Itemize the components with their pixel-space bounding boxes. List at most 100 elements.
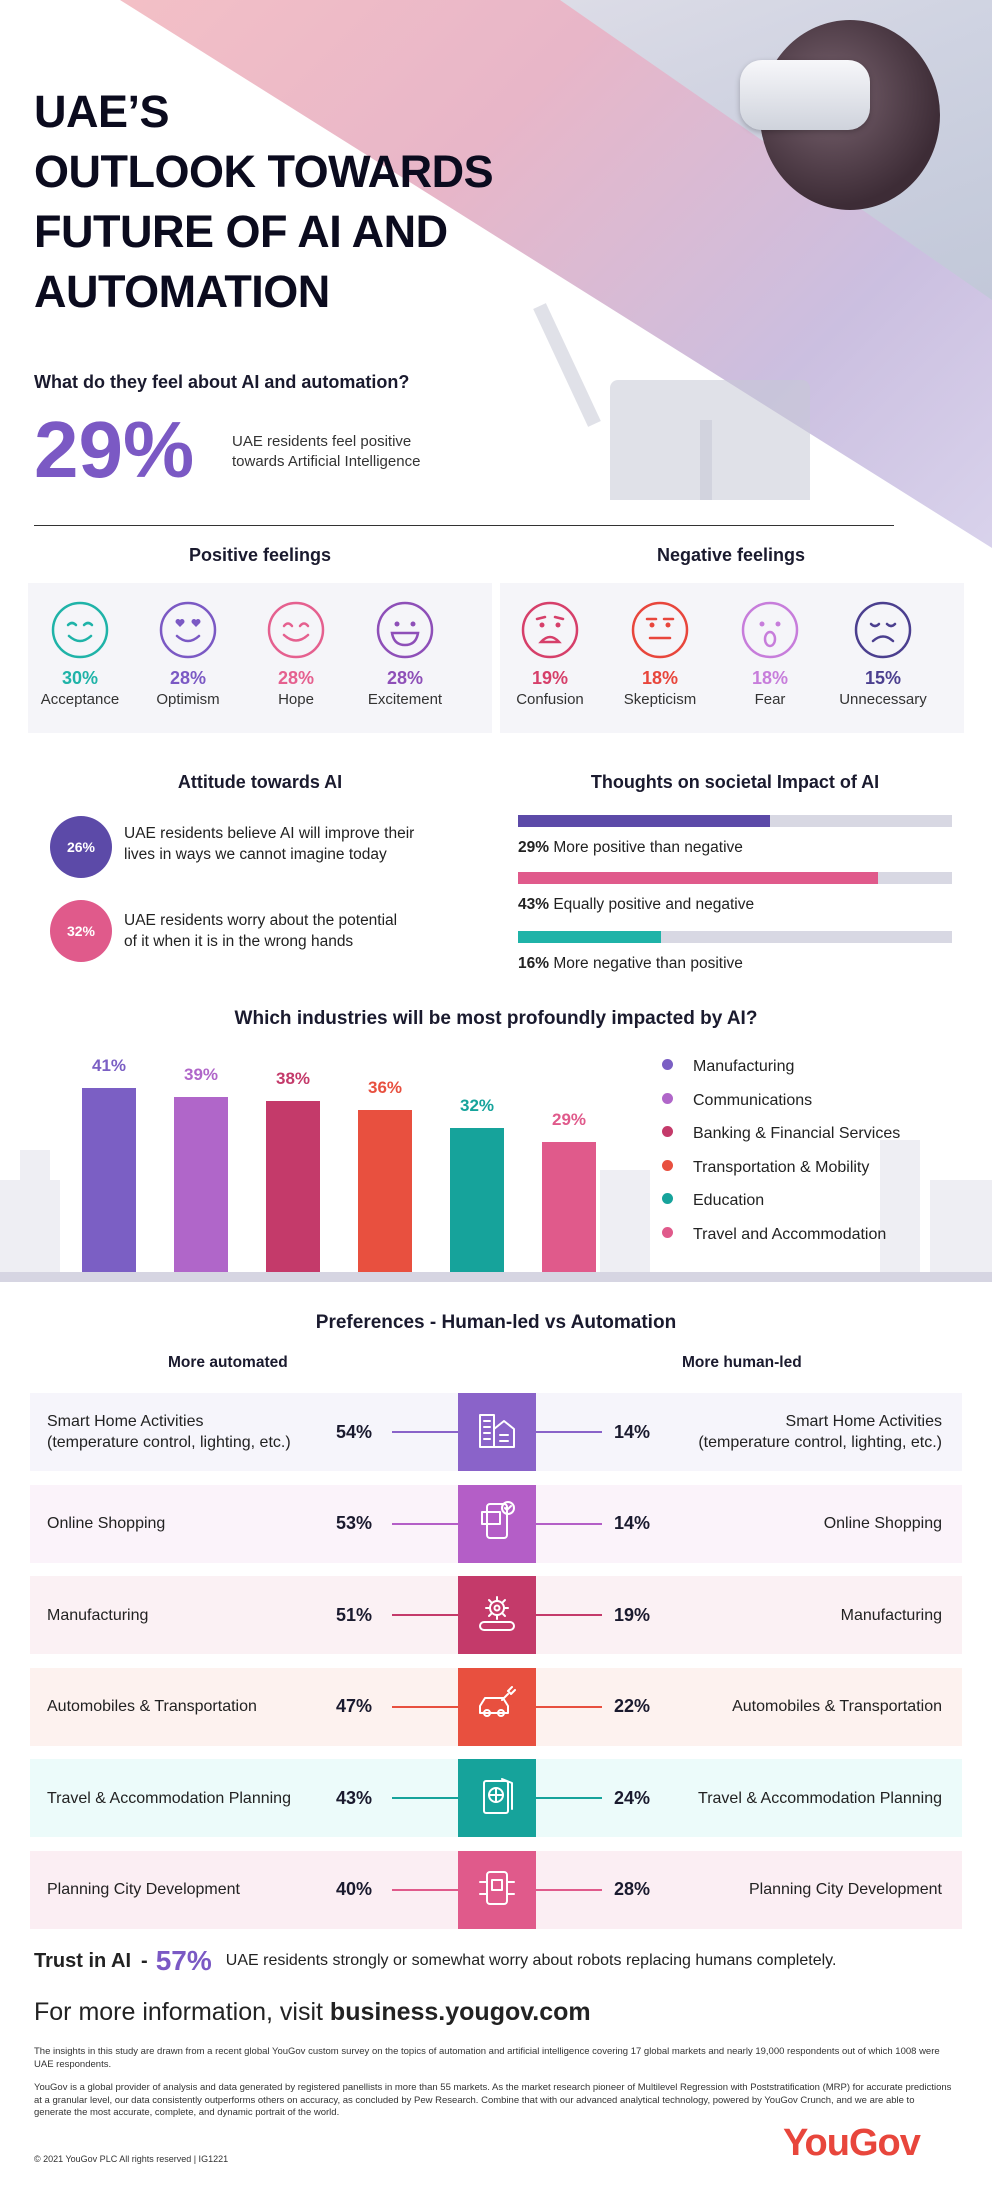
feeling-item: 18% Fear [720, 600, 820, 708]
passport-globe-icon [472, 1771, 522, 1826]
legend-label: Transportation & Mobility [693, 1158, 870, 1176]
automated-pct: 54% [336, 1421, 373, 1442]
bar-value-label: 41% [91, 1055, 127, 1075]
feeling-item: 30% Acceptance [30, 600, 130, 708]
more-info: For more information, visit business.you… [34, 1998, 591, 2027]
feeling-pct: 28% [277, 668, 315, 688]
bar-value-label: 38% [275, 1069, 311, 1088]
societal-bar-fill [518, 872, 879, 884]
connector-line [392, 1614, 458, 1616]
preference-row: Planning City Development Planning City D… [30, 1850, 962, 1929]
feeling-label: Optimism [156, 691, 220, 708]
legend-item: Education [662, 1192, 764, 1210]
legend-item: Travel and Accommodation [662, 1226, 886, 1244]
page-title: UAE’S OUTLOOK TOWARDS FUTURE OF AI AND A… [34, 82, 494, 322]
legend-swatch [662, 1126, 673, 1138]
connector-line [536, 1522, 602, 1525]
bar-transportation-mobility [358, 1110, 412, 1272]
feeling-pct: 28% [169, 668, 207, 688]
headline-stat-line: towards Artificial Intelligence [232, 453, 421, 470]
attitude-circle: 32% [50, 900, 112, 962]
human-led-pct: 19% [614, 1604, 651, 1625]
preference-label-left: Automobiles & Transportation [47, 1668, 257, 1746]
footnote-survey: The insights in this study are drawn fro… [34, 2046, 940, 2070]
attitude-pct: 32% [66, 923, 96, 939]
industries-heading: Which industries will be most profoundly… [234, 1008, 758, 1029]
more-info-link[interactable]: business.yougov.com [329, 1998, 591, 2026]
bar-communications [174, 1096, 228, 1272]
city-planning-phone-icon [472, 1862, 522, 1917]
bar-banking-financial-services [266, 1101, 320, 1272]
attitude-pct: 26% [66, 839, 96, 855]
bar-value-label: 32% [459, 1096, 495, 1115]
societal-bar-fill [518, 815, 770, 827]
automated-pct: 43% [336, 1787, 373, 1808]
attitude-line: of it when it is in the wrong hands [124, 933, 354, 950]
feeling-label: Excitement [367, 691, 443, 708]
preference-label-line: Manufacturing [47, 1606, 149, 1624]
societal-pct: 43% [518, 896, 554, 913]
feeling-pct: 18% [641, 668, 679, 688]
legend-swatch [662, 1226, 673, 1238]
feeling-label: Acceptance [40, 691, 120, 708]
preference-label-right: Travel & Accommodation Planning [698, 1759, 942, 1837]
vr-headset-image [740, 60, 870, 130]
societal-pct: 29% [518, 839, 554, 856]
connector-line [392, 1431, 458, 1433]
feeling-label: Skepticism [623, 691, 697, 708]
legend-item: Manufacturing [662, 1058, 794, 1076]
legend-swatch [662, 1059, 673, 1071]
human-led-pct: 14% [614, 1421, 651, 1442]
yougov-logo: YouGov [783, 2122, 921, 2164]
headline-stat-value: 29% [34, 405, 195, 494]
feeling-item: 15% Unnecessary [833, 600, 933, 708]
feeling-pct: 18% [751, 668, 789, 688]
preference-icon-box [458, 1759, 536, 1837]
headline-stat-line: UAE residents feel positive [232, 433, 412, 450]
automated-pct: 53% [336, 1513, 373, 1533]
connector-line [392, 1888, 458, 1891]
automated-pct: 40% [336, 1879, 373, 1899]
societal-heading: Thoughts on societal Impact of AI [590, 772, 880, 792]
positive-panel [28, 583, 492, 733]
preference-label-left: Travel & Accommodation Planning [47, 1759, 291, 1837]
footnote-yougov: YouGov is a global provider of analysis … [34, 2082, 952, 2118]
preference-label-line: Smart Home Activities [785, 1413, 942, 1430]
bar-value-label: 29% [551, 1109, 587, 1129]
feeling-pct: 19% [531, 668, 569, 688]
legend-item: Transportation & Mobility [662, 1159, 869, 1177]
attitude-line: UAE residents worry about the potential [124, 912, 398, 929]
legend-label: Banking & Financial Services [693, 1125, 901, 1142]
human-led-pct: 14% [614, 1513, 651, 1533]
feeling-item: 28% Optimism [138, 600, 238, 708]
human-led-pct: 22% [614, 1696, 651, 1716]
preference-icon-box [458, 1484, 536, 1563]
feeling-item: 28% Hope [246, 600, 346, 708]
preference-label-right: Smart Home Activities (temperature contro… [698, 1393, 942, 1471]
preference-row: Travel & Accommodation Planning Travel & … [30, 1759, 962, 1837]
preference-label-line: Automobiles & Transportation [47, 1698, 257, 1715]
preference-icon-box [458, 1393, 536, 1471]
preference-row: Smart Home Activities (temperature contro… [30, 1393, 962, 1471]
preference-label-line: Planning City Development [47, 1881, 240, 1898]
preference-label-right: Online Shopping [824, 1485, 942, 1563]
robot-arm-silhouette [533, 303, 601, 427]
worker-silhouette [700, 420, 712, 500]
connector-line [392, 1705, 458, 1708]
attitude-line: UAE residents believe AI will improve th… [124, 825, 415, 842]
preference-label-left: Manufacturing [47, 1576, 148, 1654]
human-led-pct: 24% [614, 1787, 651, 1808]
connector-line [536, 1888, 602, 1891]
bar-travel-and-accommodation [542, 1141, 596, 1272]
attitude-text: UAE residents believe AI will improve th… [124, 823, 414, 865]
divider [34, 525, 894, 526]
legend-swatch [662, 1092, 673, 1104]
hero-background [0, 0, 992, 560]
smart-home-buildings-icon [472, 1405, 522, 1460]
preference-row: Manufacturing Manufacturing 51% 19% [30, 1576, 962, 1654]
preference-label-line: Planning City Development [749, 1881, 942, 1898]
preference-icon-box [458, 1576, 536, 1654]
trust-pct: 57% [155, 1945, 212, 1976]
societal-bar-label: 29% More positive than negative [518, 839, 743, 857]
societal-text: More positive than negative [553, 839, 743, 856]
